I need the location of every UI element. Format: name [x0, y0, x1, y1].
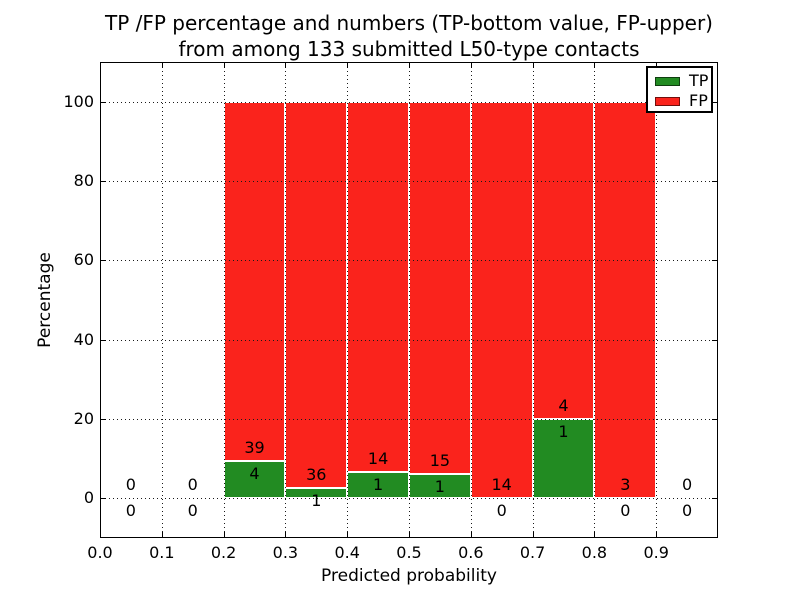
x-tick-label-0.4: 0.4: [334, 543, 360, 562]
legend-swatch-fp: [655, 96, 680, 106]
x-tick-mark-bottom-0.7: [532, 532, 534, 537]
y-tick-mark-left-100: [101, 101, 106, 103]
y-tick-label-0: 0: [83, 488, 94, 508]
annotation-fp-0.4: 14: [367, 448, 389, 468]
x-tick-label-0.8: 0.8: [581, 543, 608, 562]
x-tick-mark-top-0.8: [594, 63, 596, 68]
chart-title-line1: TP /FP percentage and numbers (TP-bottom…: [105, 11, 713, 35]
legend-item-fp: FP: [648, 91, 711, 111]
annotation-tp-0.0: 0: [125, 501, 136, 521]
x-tick-mark-top-0.1: [161, 63, 163, 68]
x-axis-label: Predicted probability: [321, 566, 497, 586]
y-tick-label-80: 80: [73, 171, 94, 190]
bar-fp-0.4: [347, 101, 409, 472]
bar-tp-0.4: [347, 471, 409, 499]
x-tick-label-0.7: 0.7: [519, 543, 546, 562]
x-tick-mark-top-0.5: [409, 63, 410, 68]
annotation-tp-0.9: 0: [682, 501, 693, 521]
bar-fp-0.5: [409, 101, 471, 474]
gridline-x-0.2: [223, 63, 225, 537]
x-tick-mark-bottom-0.8: [594, 532, 596, 537]
x-tick-mark-top-0.0: [100, 63, 101, 68]
y-tick-mark-right-40: [712, 339, 717, 341]
x-tick-mark-top-0.2: [223, 63, 225, 68]
x-tick-label-0.3: 0.3: [272, 543, 299, 562]
annotation-tp-0.5: 1: [434, 476, 445, 496]
y-tick-mark-right-0: [712, 498, 717, 500]
annotation-fp-0.6: 14: [491, 475, 512, 495]
legend-item-tp: TP: [648, 71, 711, 91]
annotation-tp-0.4: 1: [373, 474, 384, 494]
x-tick-mark-bottom-0.5: [409, 532, 410, 537]
x-tick-label-0.1: 0.1: [149, 543, 175, 562]
annotation-tp-0.1: 0: [187, 501, 198, 521]
y-tick-label-20: 20: [73, 409, 94, 428]
x-tick-mark-bottom-0.4: [347, 532, 349, 537]
x-tick-label-0.0: 0.0: [87, 543, 113, 562]
x-tick-mark-bottom-0.9: [656, 532, 658, 537]
x-tick-mark-top-0.9: [656, 63, 658, 68]
y-tick-mark-left-0: [101, 498, 106, 500]
legend: TP FP: [646, 66, 713, 113]
bar-fp-0.2: [223, 101, 286, 462]
y-tick-mark-left-40: [101, 339, 106, 341]
gridline-x-0.8: [594, 63, 596, 537]
x-tick-label-0.6: 0.6: [458, 543, 484, 562]
y-tick-mark-right-20: [712, 419, 717, 420]
chart-title: TP /FP percentage and numbers (TP-bottom…: [100, 10, 718, 62]
bar-fp-0.8: [594, 101, 657, 499]
x-tick-label-0.5: 0.5: [396, 543, 422, 562]
annotation-tp-0.2: 4: [249, 464, 260, 484]
x-tick-mark-bottom-0.0: [100, 532, 101, 537]
y-tick-mark-right-60: [712, 260, 717, 262]
annotation-tp-0.3: 1: [311, 490, 322, 510]
gridline-x-0.1: [161, 63, 163, 537]
y-tick-mark-right-80: [712, 181, 717, 182]
annotation-fp-0.0: 0: [125, 475, 136, 495]
y-tick-mark-right-100: [712, 101, 717, 103]
x-tick-mark-bottom-0.1: [161, 532, 163, 537]
chart-title-line2: from among 133 submitted L50-type contac…: [178, 37, 640, 61]
annotation-tp-0.7: 1: [558, 422, 569, 441]
legend-swatch-tp: [655, 76, 680, 86]
y-tick-label-100: 100: [63, 91, 94, 111]
y-tick-mark-left-60: [101, 260, 106, 262]
y-tick-label-60: 60: [73, 250, 94, 270]
y-tick-mark-left-80: [101, 181, 106, 182]
legend-label-tp: TP: [689, 71, 709, 90]
annotation-fp-0.5: 15: [429, 450, 451, 470]
annotation-fp-0.7: 4: [558, 396, 569, 415]
annotation-fp-0.8: 3: [620, 475, 631, 495]
x-tick-mark-bottom-0.3: [285, 532, 287, 537]
annotation-tp-0.6: 0: [496, 501, 507, 521]
legend-label-fp: FP: [689, 91, 708, 110]
bar-fp-0.6: [470, 101, 533, 499]
annotation-fp-0.2: 39: [244, 438, 265, 458]
annotation-fp-0.9: 0: [682, 475, 693, 495]
annotation-tp-0.8: 0: [620, 501, 631, 521]
gridline-x-0.3: [285, 63, 287, 537]
annotation-fp-0.3: 36: [306, 464, 327, 484]
x-tick-mark-bottom-0.2: [223, 532, 225, 537]
annotation-fp-0.1: 0: [187, 475, 198, 495]
bar-tp-0.5: [409, 473, 471, 499]
y-tick-mark-left-20: [101, 419, 106, 420]
y-tick-label-40: 40: [73, 329, 94, 349]
x-tick-mark-top-0.4: [347, 63, 349, 68]
gridline-x-0.6: [470, 63, 472, 537]
x-tick-mark-top-0.3: [285, 63, 287, 68]
x-tick-mark-top-0.7: [532, 63, 534, 68]
gridline-x-0.7: [532, 63, 534, 537]
x-tick-mark-top-0.6: [470, 63, 472, 68]
gridline-x-0.5: [409, 63, 410, 537]
x-tick-label-0.2: 0.2: [210, 543, 237, 562]
x-tick-mark-bottom-0.6: [470, 532, 472, 537]
x-tick-label-0.9: 0.9: [643, 543, 669, 562]
gridline-x-0.9: [656, 63, 658, 537]
gridline-x-0.4: [347, 63, 349, 537]
bar-fp-0.3: [285, 101, 348, 488]
